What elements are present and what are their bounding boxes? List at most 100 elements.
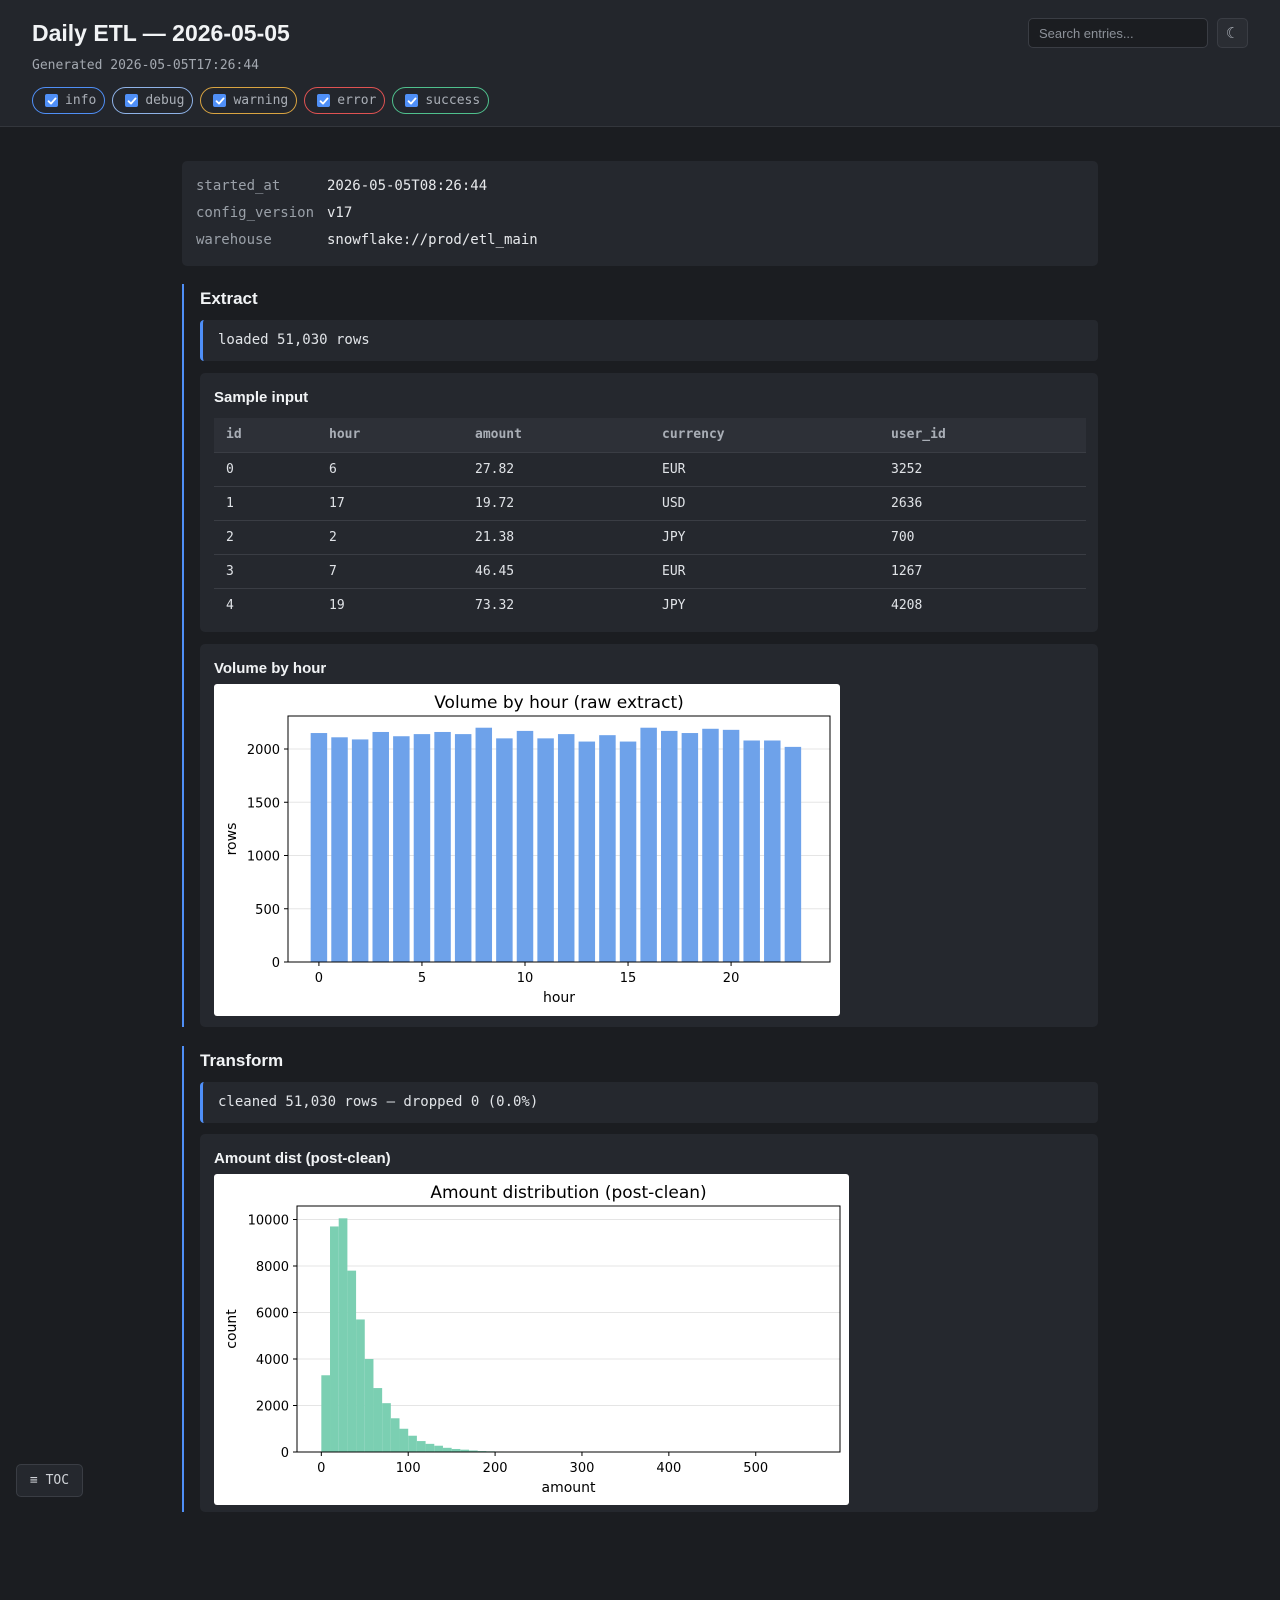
table-cell: JPY (662, 597, 686, 613)
section-title: Transform (200, 1051, 284, 1070)
amount-distribution-chart: Amount distribution (post-clean) 0 100 200 3… (224, 1183, 841, 1496)
histogram-bar (338, 1218, 348, 1452)
histogram-bar (416, 1441, 426, 1452)
checkbox-icon[interactable] (125, 94, 139, 107)
meta-key: started_at (196, 178, 281, 194)
moon-icon: ☾ (1225, 25, 1240, 42)
page-title: Daily ETL — 2026-05-05 (32, 20, 290, 46)
log-entry: cleaned 51,030 rows — dropped 0 (0.0%) (200, 1082, 1098, 1123)
filter-chip-info[interactable]: info (32, 87, 106, 114)
x-axis-label: hour (543, 990, 575, 1006)
bar (537, 738, 554, 962)
y-tick-label: 0 (281, 1446, 289, 1461)
histogram-bar (390, 1418, 400, 1452)
sample-input-table: id hour amount currency user_id 0 6 27.8… (214, 418, 1086, 622)
bar (454, 734, 472, 962)
theme-toggle-button[interactable]: ☾ (1217, 18, 1248, 48)
table-cell: 4208 (891, 597, 923, 613)
table-cell: JPY (650, 520, 879, 555)
histogram-bar (364, 1358, 374, 1452)
bar (351, 739, 369, 962)
sample-input-card: Sample input id hour amount currency use… (200, 373, 1098, 632)
table-cell: 0 (214, 452, 317, 487)
table-cell: 73.32 (475, 597, 515, 613)
filter-chip-warning[interactable]: warning (200, 87, 298, 114)
run-metadata: started_at 2026-05-05T08:26:44 config_ver… (182, 161, 1098, 266)
meta-value: v17 (327, 205, 353, 221)
checkbox-icon[interactable] (317, 94, 331, 107)
filter-chip-success[interactable]: success (392, 87, 490, 114)
level-filters: info debug warning error success (32, 87, 490, 114)
bar (640, 727, 657, 962)
x-tick-label: 20 (723, 971, 740, 986)
y-tick-label: 500 (255, 903, 280, 918)
x-tick-label: 300 (570, 1461, 595, 1476)
bar (619, 741, 637, 962)
bar (372, 731, 389, 962)
amount-chart: Amount distribution (post-clean) 0 100 200 3… (214, 1174, 849, 1505)
histogram-bar (460, 1449, 470, 1452)
volume-by-hour-chart: Volume by hour (raw extract) 0 5 10 15 20 0 500… (224, 693, 831, 1006)
histogram-bar (356, 1319, 365, 1452)
table-cell: 1 (214, 486, 317, 521)
bar (722, 729, 740, 962)
bar (784, 746, 802, 962)
amount-dist-card: Amount dist (post-clean) Amount distribu… (200, 1134, 1098, 1512)
meta-value: 2026-05-05T08:26:44 (327, 178, 488, 194)
x-tick-label: 500 (743, 1461, 768, 1476)
bar (702, 728, 719, 962)
volume-chart-card: Volume by hour Volume by hour (raw extra… (200, 644, 1098, 1027)
checkbox-icon[interactable] (213, 94, 227, 107)
column-header: user_id (879, 418, 1086, 453)
meta-key: config_version (196, 205, 315, 221)
filter-chip-debug[interactable]: debug (112, 87, 194, 114)
meta-key: warehouse (196, 232, 272, 248)
table-cell: 46.45 (463, 554, 650, 589)
x-tick-label: 0 (315, 971, 323, 986)
checkbox-icon[interactable] (45, 94, 58, 107)
bar (310, 733, 328, 962)
x-tick-label: 5 (418, 971, 426, 986)
table-cell: 17 (317, 486, 463, 521)
report-header: Daily ETL — 2026-05-05 Generated 2026-05… (0, 0, 1280, 127)
generated-timestamp: Generated 2026-05-05T17:26:44 (32, 58, 259, 73)
volume-chart: Volume by hour (raw extract) 0 5 10 15 20 0 500… (214, 684, 840, 1016)
y-tick-label: 0 (272, 956, 280, 971)
y-tick-label: 4000 (256, 1353, 289, 1368)
table-cell: 2636 (879, 486, 1086, 521)
y-axis-label: count (224, 1309, 240, 1349)
checkbox-icon[interactable] (405, 94, 419, 107)
filter-label: debug (145, 93, 185, 108)
meta-value: snowflake://prod/etl_main (327, 232, 538, 248)
table-cell: 6 (317, 452, 463, 487)
histogram-bar (382, 1403, 391, 1452)
bar (764, 740, 781, 962)
table-row: 3 7 46.45 EUR 1267 (214, 554, 1086, 589)
y-tick-label: 6000 (256, 1306, 289, 1321)
table-row: 2 2 21.38 JPY 700 (214, 520, 1086, 555)
search-input[interactable] (1028, 18, 1208, 48)
toc-button[interactable]: ≡ TOC (16, 1464, 83, 1497)
card-title: Sample input (214, 389, 309, 406)
bar (578, 741, 596, 962)
column-header: amount (463, 418, 650, 453)
histogram-bar (434, 1445, 443, 1452)
card-title: Volume by hour (214, 660, 327, 677)
bar (743, 740, 760, 962)
table-cell: 7 (317, 554, 463, 589)
y-tick-label: 10000 (248, 1213, 289, 1228)
filter-chip-error[interactable]: error (304, 87, 386, 114)
table-cell: 3 (214, 554, 317, 589)
bar (516, 730, 534, 962)
meta-row: config_version v17 (196, 205, 352, 221)
section-transform: Transform cleaned 51,030 rows — dropped … (182, 1046, 1098, 1512)
y-tick-label: 2000 (247, 743, 280, 758)
x-axis-label: amount (541, 1480, 596, 1496)
x-tick-label: 400 (656, 1461, 681, 1476)
table-cell: 3252 (879, 452, 1086, 487)
meta-row: warehouse snowflake://prod/etl_main (196, 232, 538, 248)
histogram-bar (330, 1226, 339, 1452)
bar (661, 730, 678, 962)
plot-frame (287, 715, 831, 963)
histogram-bar (321, 1375, 331, 1452)
